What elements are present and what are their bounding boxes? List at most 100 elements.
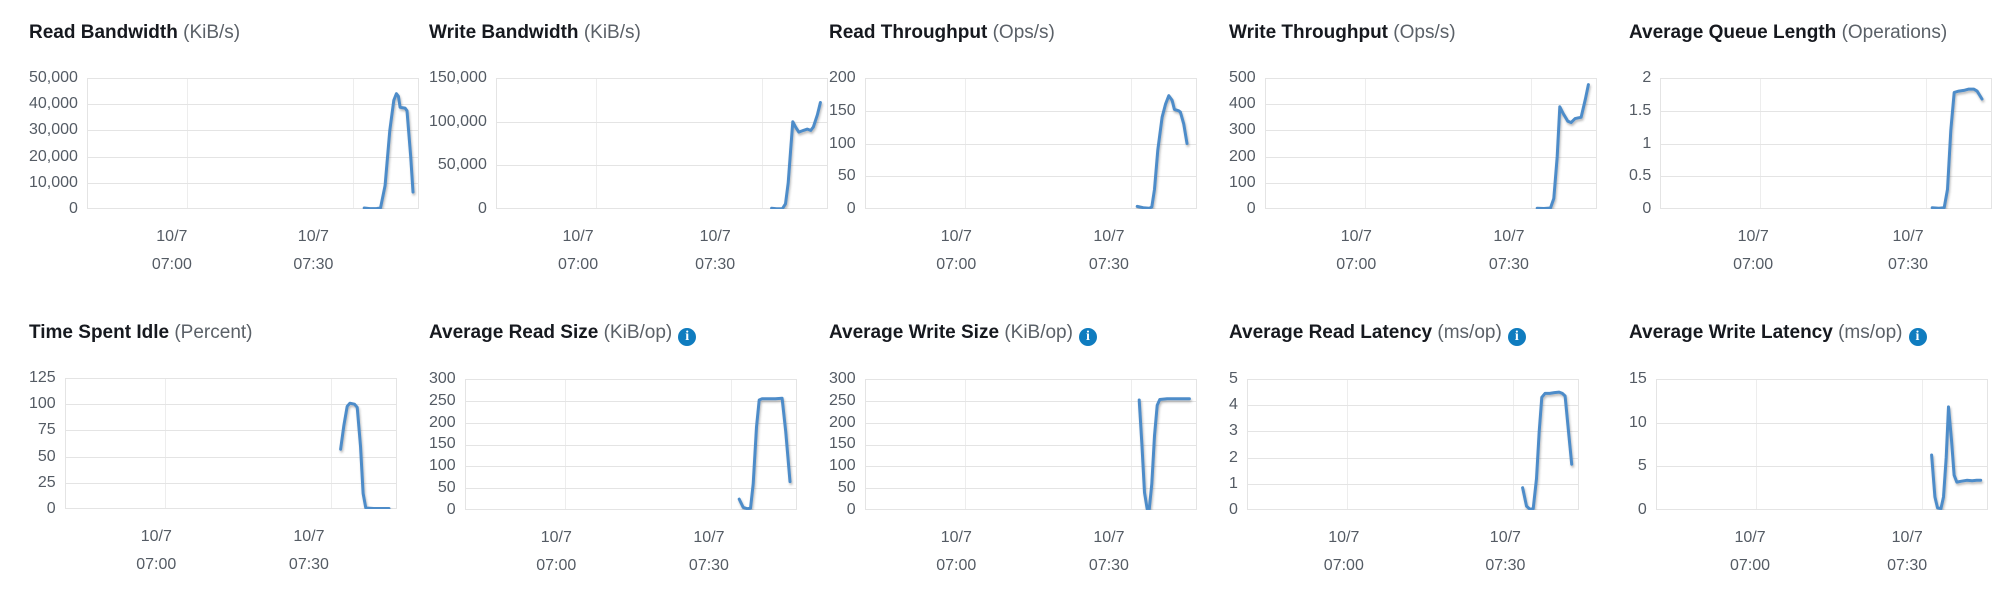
info-icon[interactable]: i	[678, 328, 697, 346]
chart-title: Average Read Size (KiB/op) i	[429, 321, 770, 346]
y-axis-tick-label: 0	[46, 499, 56, 517]
chart-title: Read Bandwidth (KiB/s)	[29, 21, 370, 45]
metric-line-series[interactable]	[1521, 390, 1574, 510]
plot-border	[86, 78, 419, 209]
x-axis-tick-label: 10/7 07:30	[1888, 223, 1928, 279]
chart-unit-text: (Ops/s)	[992, 22, 1055, 43]
metric-line-series[interactable]	[769, 101, 822, 209]
x-axis-tick-label: 10/7 07:30	[293, 223, 333, 279]
x-tick-date: 10/7	[1892, 228, 1924, 245]
y-axis-tick-label: 1.5	[1629, 101, 1652, 119]
y-axis-tick-label: 50	[837, 479, 856, 497]
line-chart-svg	[495, 78, 828, 209]
y-axis-labels: 300 250 200 150 100 50 0	[429, 371, 465, 518]
plot-area[interactable]: 10/7 07:00 10/7 07:30	[495, 78, 828, 273]
x-axis-tick-label: 10/7 07:00	[136, 523, 176, 579]
plot-area[interactable]: 10/7 07:00 10/7 07:30	[1246, 379, 1579, 574]
y-axis-tick-label: 250	[829, 391, 856, 409]
x-axis-tick-label: 10/7 07:00	[152, 223, 192, 279]
x-tick-date: 10/7	[1737, 228, 1769, 245]
plot-area[interactable]: 10/7 07:00 10/7 07:30	[64, 378, 397, 573]
y-axis-tick-label: 0	[1229, 500, 1238, 518]
metric-line-series[interactable]	[737, 396, 792, 510]
y-axis-tick-label: 300	[829, 370, 856, 387]
line-chart-svg	[864, 78, 1197, 209]
x-tick-time: 07:30	[695, 256, 736, 273]
chart-body: 500 400 300 200 100 0 10/7 07:00 10/7 07:30	[1229, 70, 1597, 273]
chart-title-text: Average Read Size	[429, 322, 599, 343]
y-axis-tick-label: 20,000	[29, 147, 78, 165]
chart-unit-text: (Percent)	[174, 322, 253, 343]
chart-title-text: Average Queue Length	[1629, 22, 1837, 43]
plot-area[interactable]: 10/7 07:00 10/7 07:30	[1264, 78, 1597, 273]
plot-area[interactable]: 10/7 07:00 10/7 07:30	[864, 78, 1197, 273]
y-axis-labels: 150,000 100,000 50,000 0	[429, 70, 496, 217]
metric-line-series[interactable]	[1137, 397, 1191, 510]
x-axis-tick-label: 10/7 07:00	[1733, 223, 1773, 279]
x-tick-date: 10/7	[693, 529, 725, 546]
y-axis-tick-label: 100	[829, 457, 856, 475]
x-tick-time: 07:00	[558, 256, 599, 273]
y-axis-tick-label: 150,000	[429, 69, 487, 86]
y-axis-tick-label: 5	[1229, 370, 1238, 387]
metric-line-series[interactable]	[1930, 87, 1984, 209]
y-axis-tick-label: 0	[1246, 199, 1256, 217]
x-tick-time: 07:00	[1733, 256, 1774, 273]
chart-title-text: Write Throughput	[1229, 22, 1389, 43]
y-axis-tick-label: 0	[477, 199, 487, 217]
metric-line-series[interactable]	[362, 92, 415, 209]
plot-area[interactable]: 10/7 07:00 10/7 07:30	[1655, 379, 1988, 574]
plot-border	[1246, 379, 1579, 510]
plot-area[interactable]: 10/7 07:00 10/7 07:30	[864, 379, 1197, 574]
line-chart-svg	[1264, 78, 1597, 209]
plot-area[interactable]: 10/7 07:00 10/7 07:30	[1660, 78, 1993, 273]
x-tick-date: 10/7	[1489, 529, 1521, 546]
plot-area[interactable]: 10/7 07:00 10/7 07:30	[464, 379, 797, 574]
y-axis-tick-label: 200	[429, 413, 456, 431]
chart-body: 2 1.5 1 0.5 0 10/7 07:00 10/7 07:30	[1629, 70, 1993, 273]
x-tick-time: 07:30	[293, 256, 334, 273]
y-axis-tick-label: 100	[29, 395, 56, 413]
info-icon[interactable]: i	[1908, 328, 1927, 346]
chart-unit-text: (Operations)	[1841, 22, 1948, 43]
chart-card-read-bandwidth: Read Bandwidth (KiB/s) 50,000 40,000 30,000…	[0, 0, 419, 300]
line-chart-svg	[64, 378, 397, 509]
chart-title: Average Write Size (KiB/op) i	[829, 321, 1170, 346]
x-tick-date: 10/7	[1493, 228, 1525, 245]
line-chart-svg	[1655, 379, 1988, 510]
x-tick-date: 10/7	[1093, 529, 1125, 546]
y-axis-tick-label: 5	[1637, 457, 1647, 475]
y-axis-tick-label: 0	[1642, 200, 1652, 217]
metric-line-series[interactable]	[1929, 405, 1982, 510]
metric-line-series[interactable]	[1535, 83, 1590, 209]
y-axis-tick-label: 200	[829, 69, 856, 86]
y-axis-tick-label: 0	[446, 500, 456, 518]
metric-line-series[interactable]	[338, 401, 391, 509]
plot-area[interactable]: 10/7 07:00 10/7 07:30	[86, 78, 419, 273]
y-axis-tick-label: 2	[1642, 69, 1652, 86]
metric-line-series[interactable]	[1135, 94, 1189, 209]
chart-body: 50,000 40,000 30,000 20,000 10,000 0 10/7 07:00…	[29, 70, 419, 273]
plot-border	[864, 379, 1197, 510]
x-tick-time: 07:00	[1730, 557, 1771, 574]
x-tick-time: 07:30	[1488, 256, 1529, 273]
y-axis-tick-label: 150	[429, 435, 456, 453]
x-tick-time: 07:30	[1485, 557, 1526, 574]
y-axis-tick-label: 75	[37, 421, 56, 439]
y-axis-tick-label: 50,000	[437, 156, 487, 174]
line-chart-svg	[864, 379, 1197, 510]
chart-body: 125 100 75 50 25 0 10/7 07:00 10/7 07:30	[29, 370, 397, 573]
y-axis-labels: 5 4 3 2 1 0	[1229, 371, 1247, 518]
y-axis-tick-label: 100,000	[429, 112, 487, 130]
y-axis-tick-label: 150	[829, 101, 856, 119]
x-axis-tick-label: 10/7 07:00	[1336, 223, 1376, 279]
y-axis-tick-label: 2	[1229, 448, 1238, 466]
chart-title: Time Spent Idle (Percent)	[29, 321, 370, 345]
plot-border	[1655, 379, 1988, 510]
info-icon[interactable]: i	[1078, 328, 1097, 346]
chart-body: 200 150 100 50 0 10/7 07:00 10/7 07:30	[829, 70, 1197, 273]
x-tick-time: 07:30	[1088, 557, 1129, 574]
y-axis-labels: 200 150 100 50 0	[829, 70, 865, 217]
chart-unit-text: (ms/op)	[1838, 322, 1903, 343]
info-icon[interactable]: i	[1507, 328, 1526, 346]
